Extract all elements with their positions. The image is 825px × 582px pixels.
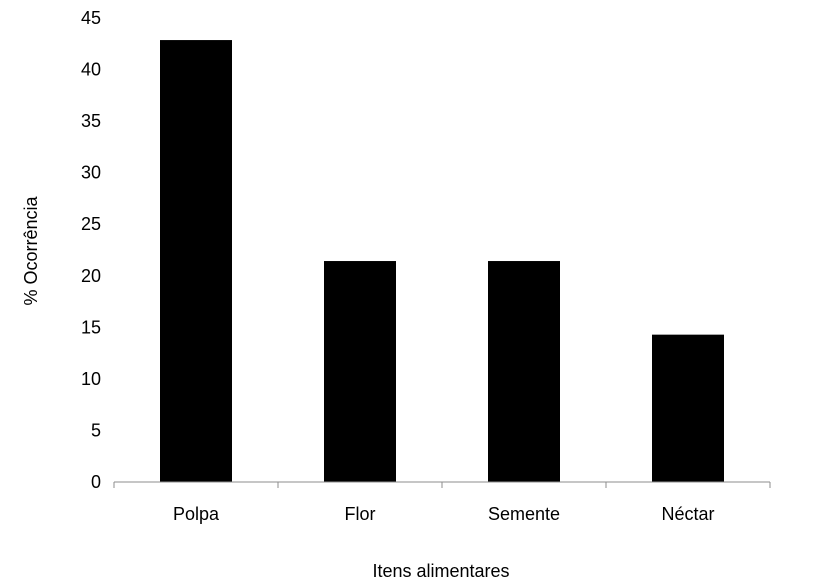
x-axis-tick-labels: Polpa Flor Semente Néctar (173, 504, 715, 524)
bar-néctar (652, 334, 724, 482)
x-tick-label: Flor (345, 504, 376, 524)
y-tick-label: 25 (81, 214, 101, 234)
y-tick-label: 15 (81, 317, 101, 337)
bar-flor (324, 261, 396, 482)
y-tick-label: 5 (91, 420, 101, 440)
y-axis-ticks: 0 5 10 15 20 25 30 35 40 45 (81, 8, 101, 492)
y-tick-label: 10 (81, 369, 101, 389)
y-tick-label: 45 (81, 8, 101, 28)
x-axis (113, 481, 771, 488)
y-tick-label: 20 (81, 266, 101, 286)
bar-polpa (160, 40, 232, 483)
y-tick-label: 40 (81, 60, 101, 80)
y-axis-title: % Ocorrência (21, 195, 41, 305)
bar-semente (488, 261, 560, 482)
y-tick-label: 0 (91, 472, 101, 492)
x-axis-title: Itens alimentares (372, 561, 509, 581)
x-tick-label: Néctar (661, 504, 714, 524)
bars (160, 40, 724, 483)
x-tick-label: Semente (488, 504, 560, 524)
x-tick-label: Polpa (173, 504, 220, 524)
y-tick-label: 30 (81, 163, 101, 183)
y-tick-label: 35 (81, 111, 101, 131)
